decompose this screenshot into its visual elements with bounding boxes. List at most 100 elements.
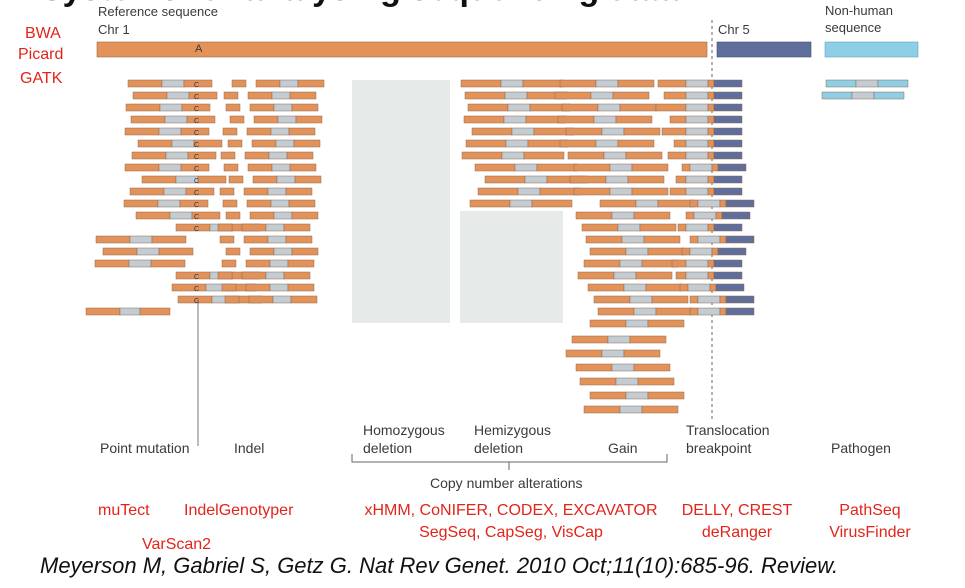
read-gain <box>647 247 685 256</box>
variant-base-label: C <box>194 274 199 281</box>
nonhuman-sequence-label: Non-human sequence <box>825 3 893 35</box>
read-point-mutation <box>164 115 188 124</box>
read-translocation <box>713 223 743 232</box>
read-gain <box>633 307 657 316</box>
tools-indel: IndelGenotyper <box>184 500 293 522</box>
read-indel <box>229 115 245 124</box>
read-gain <box>655 307 693 316</box>
read-gain <box>625 247 649 256</box>
read-gain <box>589 319 627 328</box>
read-gain <box>599 199 637 208</box>
read-gain <box>590 91 614 100</box>
read-indel <box>291 211 319 220</box>
variant-base-label: C <box>194 142 199 149</box>
read-gain <box>593 115 617 124</box>
read-gain <box>585 235 623 244</box>
read-indel <box>269 259 289 268</box>
read-gain <box>609 163 633 172</box>
read-point-mutation <box>124 127 160 136</box>
read-point-mutation <box>131 151 167 160</box>
read-indel <box>267 235 287 244</box>
read-translocation <box>675 175 687 184</box>
read-translocation <box>697 199 721 208</box>
read-point-mutation <box>187 151 217 160</box>
read-pathogen <box>877 79 909 88</box>
read-translocation <box>685 259 709 268</box>
read-point-mutation <box>171 139 195 148</box>
read-gain <box>463 115 505 124</box>
homozygous-deletion-box <box>352 80 450 323</box>
tool-pathseq: PathSeq <box>839 502 901 519</box>
reference-sequence-label: Reference sequence <box>98 4 218 19</box>
read-translocation <box>685 79 709 88</box>
read-translocation <box>707 271 715 280</box>
read-translocation <box>661 127 687 136</box>
read-gain <box>617 223 641 232</box>
read-indel <box>271 163 291 172</box>
read-translocation <box>707 151 715 160</box>
read-gain <box>531 199 573 208</box>
read-gain <box>575 363 613 372</box>
read-translocation <box>707 103 715 112</box>
read-indel <box>221 259 237 268</box>
read-gain <box>587 283 625 292</box>
read-point-mutation <box>165 151 189 160</box>
read-point-mutation <box>141 175 177 184</box>
read-gain <box>557 115 595 124</box>
read-point-mutation <box>161 79 185 88</box>
read-gain <box>621 235 645 244</box>
read-translocation <box>707 223 715 232</box>
chr5-label: Chr 5 <box>718 22 750 37</box>
read-gain <box>504 91 528 100</box>
read-gain <box>629 295 653 304</box>
read-indel <box>293 139 321 148</box>
read-gain <box>601 349 625 358</box>
read-pathogen <box>825 79 857 88</box>
read-gain <box>581 223 619 232</box>
read-indel <box>271 91 291 100</box>
read-translocation <box>713 151 743 160</box>
read-gain <box>603 151 627 160</box>
read-translocation <box>713 79 743 88</box>
read-indel <box>273 103 293 112</box>
read-gain <box>517 187 541 196</box>
read-gain <box>611 211 635 220</box>
read-translocation <box>689 199 699 208</box>
read-indel <box>221 283 237 292</box>
read-gain <box>461 151 503 160</box>
hemizygous-deletion-box <box>460 211 563 323</box>
read-indel <box>219 187 235 196</box>
read-translocation <box>655 103 687 112</box>
read-gain <box>465 139 507 148</box>
read-point-mutation <box>132 91 168 100</box>
tools-pathogen: PathSeq VirusFinder <box>818 500 922 544</box>
read-point-mutation <box>137 139 173 148</box>
read-gain <box>623 283 647 292</box>
read-gain <box>651 295 689 304</box>
read-gain <box>573 163 611 172</box>
read-translocation <box>713 91 743 100</box>
read-gain <box>615 115 653 124</box>
read-point-mutation <box>95 235 131 244</box>
read-indel <box>295 115 323 124</box>
tool-cnv-line2: SegSeq, CapSeg, VisCap <box>419 524 603 541</box>
read-translocation <box>721 211 751 220</box>
category-translocation-breakpoint: Translocation breakpoint <box>686 422 770 456</box>
read-indel <box>265 271 285 280</box>
read-gain <box>637 377 675 386</box>
read-gain <box>597 103 621 112</box>
read-gain <box>609 187 633 196</box>
read-gain <box>522 79 564 88</box>
aligner-gatk: GATK <box>20 70 63 87</box>
read-gain <box>645 283 683 292</box>
aligner-bwa: BWA <box>25 25 61 42</box>
read-gain <box>571 335 609 344</box>
read-point-mutation <box>119 307 141 316</box>
read-translocation <box>713 187 743 196</box>
read-gain <box>643 235 681 244</box>
read-point-mutation <box>166 91 190 100</box>
read-point-mutation <box>158 247 194 256</box>
read-gain <box>635 271 673 280</box>
read-gain <box>523 151 565 160</box>
read-point-mutation <box>163 187 187 196</box>
